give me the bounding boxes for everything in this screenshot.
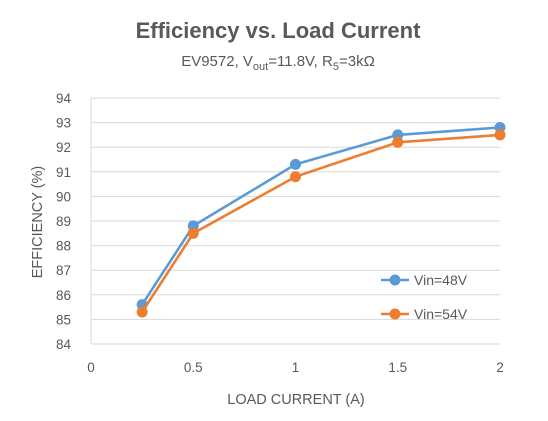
x-axis-tick-labels: 0 0.5 1 1.5 2 <box>87 360 504 375</box>
y-axis-tick-labels: 84 85 86 87 88 89 90 91 92 93 94 <box>56 91 72 352</box>
subtitle-prefix: EV9572, V <box>181 53 253 70</box>
legend-marker <box>389 308 401 320</box>
y-axis-title: EFFICIENCY (%) <box>30 166 46 279</box>
data-point <box>290 158 301 170</box>
x-tick-label: 1.5 <box>388 360 407 375</box>
y-tick-label: 87 <box>56 263 71 278</box>
legend-marker <box>389 274 401 286</box>
legend-label: Vin=48V <box>414 272 468 288</box>
x-axis-title: LOAD CURRENT (A) <box>227 392 365 408</box>
y-tick-label: 85 <box>56 312 71 327</box>
x-tick-label: 0 <box>87 360 95 375</box>
y-tick-label: 84 <box>56 337 72 352</box>
y-tick-label: 91 <box>56 165 71 180</box>
y-tick-label: 93 <box>56 116 71 131</box>
x-tick-label: 1 <box>292 360 300 375</box>
x-tick-label: 0.5 <box>184 360 203 375</box>
subtitle-r-value: =3kΩ <box>339 53 375 70</box>
data-point <box>136 306 148 318</box>
subtitle-vout-subscript: out <box>253 61 268 73</box>
data-point <box>392 136 404 148</box>
series-vin-54v <box>136 129 506 318</box>
subtitle-vout-value: =11.8V, R <box>268 53 333 70</box>
chart-subtitle: EV9572, Vout=11.8V, R5=3kΩ <box>181 53 375 73</box>
subtitle-r-subscript: 5 <box>333 61 339 73</box>
data-series <box>136 122 506 318</box>
legend: Vin=48V Vin=54V <box>381 272 468 322</box>
y-tick-label: 92 <box>56 140 71 155</box>
y-tick-label: 89 <box>56 214 71 229</box>
gridlines <box>90 97 500 345</box>
data-point <box>187 227 199 239</box>
data-point <box>494 129 506 141</box>
chart-title: Efficiency vs. Load Current <box>136 18 422 43</box>
y-tick-label: 88 <box>56 239 71 254</box>
y-tick-label: 86 <box>56 288 71 303</box>
y-tick-label: 94 <box>56 91 72 106</box>
y-tick-label: 90 <box>56 189 71 204</box>
legend-label: Vin=54V <box>414 306 468 322</box>
x-tick-label: 2 <box>496 360 504 375</box>
data-point <box>290 171 301 183</box>
